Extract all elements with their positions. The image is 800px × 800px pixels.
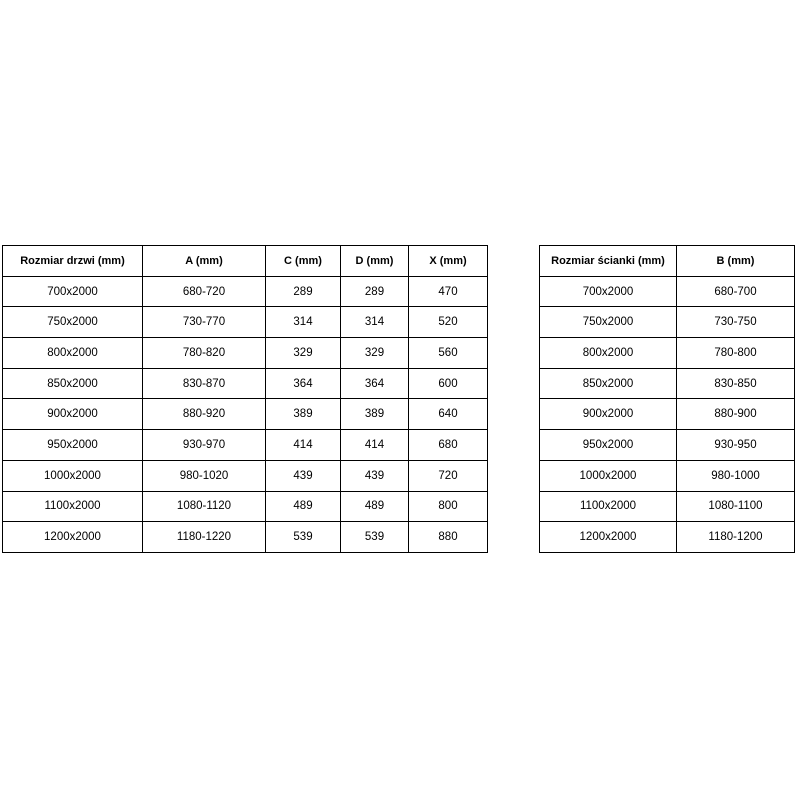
table-cell: 800 bbox=[408, 490, 488, 523]
table-cell: 730-770 bbox=[142, 306, 266, 339]
table-cell: 389 bbox=[265, 398, 341, 431]
column-header: A (mm) bbox=[142, 245, 266, 277]
table-row: 850x2000 830-870 364 364 600 bbox=[2, 367, 488, 400]
table-cell: 700x2000 bbox=[539, 275, 677, 308]
table-cell: 1200x2000 bbox=[2, 521, 143, 553]
table-cell: 880-900 bbox=[676, 398, 795, 431]
table-row: 700x2000 680-720 289 289 470 bbox=[2, 275, 488, 308]
table-cell: 950x2000 bbox=[2, 429, 143, 461]
table-cell: 329 bbox=[340, 337, 409, 369]
table-row: 900x2000 880-920 389 389 640 bbox=[2, 398, 488, 431]
table-cell: 780-820 bbox=[142, 337, 266, 369]
wall-sizes-table: Rozmiar ścianki (mm) B (mm) 700x2000 680-70… bbox=[539, 245, 795, 553]
header-row: Rozmiar ścianki (mm) B (mm) bbox=[539, 245, 795, 277]
table-cell: 680 bbox=[408, 429, 488, 461]
table-cell: 750x2000 bbox=[539, 306, 677, 339]
table-cell: 880-920 bbox=[142, 398, 266, 431]
table-cell: 414 bbox=[265, 429, 341, 461]
table-cell: 980-1000 bbox=[676, 459, 795, 492]
table-cell: 800x2000 bbox=[539, 337, 677, 369]
table-row: 1100x2000 1080-1100 bbox=[539, 490, 795, 523]
table-cell: 780-800 bbox=[676, 337, 795, 369]
table-cell: 539 bbox=[340, 521, 409, 553]
table-cell: 439 bbox=[265, 459, 341, 492]
table-row: 700x2000 680-700 bbox=[539, 275, 795, 308]
table-cell: 680-700 bbox=[676, 275, 795, 308]
table-cell: 1180-1220 bbox=[142, 521, 266, 553]
table-row: 850x2000 830-850 bbox=[539, 367, 795, 400]
table-cell: 980-1020 bbox=[142, 459, 266, 492]
table-cell: 520 bbox=[408, 306, 488, 339]
table-row: 1000x2000 980-1020 439 439 720 bbox=[2, 459, 488, 492]
table-cell: 930-950 bbox=[676, 429, 795, 461]
table-cell: 1000x2000 bbox=[539, 459, 677, 492]
table-row: 900x2000 880-900 bbox=[539, 398, 795, 431]
table-cell: 830-870 bbox=[142, 367, 266, 400]
table-row: 950x2000 930-970 414 414 680 bbox=[2, 429, 488, 461]
table-cell: 750x2000 bbox=[2, 306, 143, 339]
table-row: 750x2000 730-770 314 314 520 bbox=[2, 306, 488, 339]
table-cell: 289 bbox=[265, 275, 341, 308]
table-row: 1000x2000 980-1000 bbox=[539, 459, 795, 492]
table-cell: 1080-1120 bbox=[142, 490, 266, 523]
table-cell: 680-720 bbox=[142, 275, 266, 308]
table-row: 800x2000 780-800 bbox=[539, 337, 795, 369]
column-header: X (mm) bbox=[408, 245, 488, 277]
table-row: 750x2000 730-750 bbox=[539, 306, 795, 339]
table-cell: 560 bbox=[408, 337, 488, 369]
door-sizes-table: Rozmiar drzwi (mm) A (mm) C (mm) D (mm) X (m… bbox=[2, 245, 488, 553]
table-cell: 830-850 bbox=[676, 367, 795, 400]
table-cell: 1000x2000 bbox=[2, 459, 143, 492]
table-cell: 1200x2000 bbox=[539, 521, 677, 553]
table-cell: 539 bbox=[265, 521, 341, 553]
table-cell: 314 bbox=[340, 306, 409, 339]
table-cell: 414 bbox=[340, 429, 409, 461]
table-cell: 1180-1200 bbox=[676, 521, 795, 553]
table-cell: 1100x2000 bbox=[539, 490, 677, 523]
table-cell: 329 bbox=[265, 337, 341, 369]
table-row: 1100x2000 1080-1120 489 489 800 bbox=[2, 490, 488, 523]
table-cell: 700x2000 bbox=[2, 275, 143, 308]
table-cell: 389 bbox=[340, 398, 409, 431]
column-header: C (mm) bbox=[265, 245, 341, 277]
table-cell: 900x2000 bbox=[539, 398, 677, 431]
table-cell: 489 bbox=[340, 490, 409, 523]
table-cell: 640 bbox=[408, 398, 488, 431]
column-header: D (mm) bbox=[340, 245, 409, 277]
column-header: B (mm) bbox=[676, 245, 795, 277]
table-cell: 930-970 bbox=[142, 429, 266, 461]
table-cell: 364 bbox=[340, 367, 409, 400]
table-cell: 880 bbox=[408, 521, 488, 553]
table-row: 800x2000 780-820 329 329 560 bbox=[2, 337, 488, 369]
header-row: Rozmiar drzwi (mm) A (mm) C (mm) D (mm) X (m… bbox=[2, 245, 488, 277]
table-cell: 470 bbox=[408, 275, 488, 308]
table-cell: 1080-1100 bbox=[676, 490, 795, 523]
table-cell: 364 bbox=[265, 367, 341, 400]
table-row: 950x2000 930-950 bbox=[539, 429, 795, 461]
table-cell: 289 bbox=[340, 275, 409, 308]
table-cell: 489 bbox=[265, 490, 341, 523]
table-cell: 1100x2000 bbox=[2, 490, 143, 523]
table-cell: 800x2000 bbox=[2, 337, 143, 369]
table-cell: 439 bbox=[340, 459, 409, 492]
table-row: 1200x2000 1180-1200 bbox=[539, 521, 795, 553]
table-cell: 950x2000 bbox=[539, 429, 677, 461]
table-cell: 850x2000 bbox=[539, 367, 677, 400]
table-cell: 730-750 bbox=[676, 306, 795, 339]
table-cell: 850x2000 bbox=[2, 367, 143, 400]
column-header: Rozmiar ścianki (mm) bbox=[539, 245, 677, 277]
table-cell: 900x2000 bbox=[2, 398, 143, 431]
table-row: 1200x2000 1180-1220 539 539 880 bbox=[2, 521, 488, 553]
table-cell: 720 bbox=[408, 459, 488, 492]
table-cell: 600 bbox=[408, 367, 488, 400]
table-cell: 314 bbox=[265, 306, 341, 339]
column-header: Rozmiar drzwi (mm) bbox=[2, 245, 143, 277]
